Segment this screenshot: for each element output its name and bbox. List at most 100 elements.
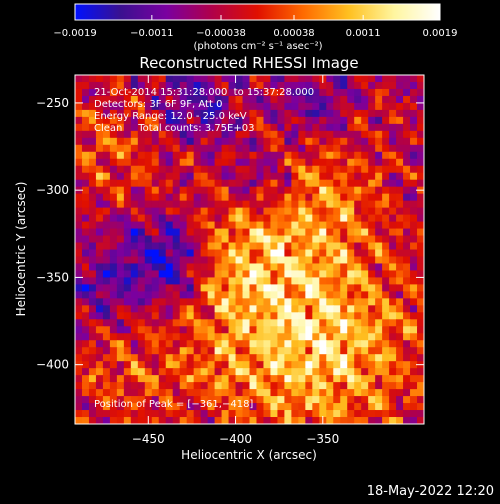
heatmap-cell [200, 256, 209, 265]
heatmap-cell [193, 193, 202, 202]
heatmap-cell [277, 333, 285, 341]
heatmap-cell [375, 81, 383, 90]
heatmap-cell [158, 277, 167, 285]
heatmap-cell [109, 354, 118, 362]
heatmap-cell [340, 109, 348, 118]
heatmap-cell [312, 81, 320, 90]
heatmap-cell [109, 347, 118, 355]
heatmap-cell [102, 270, 111, 279]
heatmap-cell [396, 172, 404, 181]
heatmap-cell [410, 333, 418, 341]
heatmap-cell [403, 102, 411, 111]
heatmap-cell [95, 214, 104, 223]
heatmap-cell [137, 396, 146, 404]
heatmap-cell [179, 214, 188, 223]
heatmap-cell [256, 179, 265, 188]
heatmap-cell [200, 403, 209, 411]
heatmap-cell [172, 375, 181, 383]
heatmap-cell [109, 249, 118, 258]
heatmap-cell [326, 375, 334, 383]
heatmap-cell [410, 375, 418, 383]
heatmap-cell [270, 382, 279, 390]
heatmap-cell [270, 123, 279, 132]
annotation-line: Clean Total counts: 3.75E+03 [94, 123, 254, 134]
heatmap-cell [186, 95, 195, 104]
heatmap-cell [214, 158, 223, 167]
heatmap-cell [95, 403, 104, 411]
heatmap-cell [256, 158, 265, 167]
heatmap-cell [221, 340, 230, 348]
heatmap-cell [151, 130, 160, 139]
heatmap-cell [375, 263, 383, 272]
heatmap-cell [298, 144, 306, 153]
heatmap-cell [284, 221, 292, 230]
heatmap-cell [347, 123, 355, 132]
heatmap-cell [417, 144, 424, 153]
heatmap-cell [389, 207, 397, 216]
heatmap-cell [193, 144, 202, 153]
heatmap-cell [354, 382, 362, 390]
heatmap-cell [221, 144, 230, 153]
heatmap-cell [235, 179, 244, 188]
heatmap-cell [186, 256, 195, 265]
heatmap-cell [131, 424, 139, 432]
heatmap-cell [424, 319, 432, 327]
heatmap-cell [172, 137, 181, 146]
heatmap-cell [228, 123, 237, 132]
heatmap-cell [256, 270, 265, 279]
heatmap-cell [165, 151, 174, 160]
heatmap-cell [151, 347, 160, 355]
heatmap-cell [410, 424, 418, 432]
heatmap-cell [158, 144, 167, 153]
heatmap-cell [151, 228, 160, 237]
heatmap-cell [312, 361, 320, 369]
heatmap-cell [193, 81, 202, 90]
heatmap-cell [249, 256, 258, 265]
heatmap-cell [144, 263, 153, 272]
heatmap-cell [158, 298, 167, 306]
heatmap-cell [151, 235, 160, 244]
heatmap-cell [207, 116, 216, 125]
heatmap-cell [88, 375, 97, 383]
heatmap-cell [319, 277, 327, 285]
heatmap-cell [298, 312, 306, 320]
heatmap-cell [424, 187, 432, 195]
heatmap-cell [263, 221, 272, 230]
heatmap-cell [249, 116, 258, 125]
heatmap-cell [403, 109, 411, 118]
heatmap-cell [228, 291, 237, 299]
heatmap-cell [109, 144, 118, 153]
heatmap-cell [277, 249, 285, 258]
heatmap-cell [291, 424, 299, 432]
heatmap-cell [361, 396, 369, 404]
heatmap-cell [193, 95, 202, 104]
heatmap-cell [144, 312, 153, 320]
heatmap-cell [221, 228, 230, 237]
heatmap-cell [123, 291, 132, 299]
heatmap-cell [221, 256, 230, 265]
heatmap-cell [347, 298, 355, 306]
heatmap-cell [403, 333, 411, 341]
heatmap-cell [81, 396, 90, 404]
heatmap-cell [102, 102, 111, 111]
heatmap-cell [186, 277, 195, 285]
heatmap-cell [312, 340, 320, 348]
heatmap-cell [263, 410, 272, 418]
heatmap-cell [235, 88, 244, 97]
heatmap-cell [95, 382, 104, 390]
heatmap-cell [319, 172, 327, 181]
heatmap-cell [340, 389, 348, 397]
heatmap-cell [375, 242, 383, 251]
heatmap-cell [347, 424, 355, 432]
heatmap-cell [165, 263, 174, 272]
heatmap-cell [137, 382, 146, 390]
heatmap-cell [151, 354, 160, 362]
heatmap-cell [200, 333, 209, 341]
heatmap-cell [193, 382, 202, 390]
heatmap-cell [263, 95, 272, 104]
heatmap-cell [130, 137, 139, 146]
heatmap-cell [165, 291, 174, 299]
heatmap-cell [263, 263, 272, 272]
heatmap-cell [326, 144, 334, 153]
heatmap-cell [389, 75, 397, 83]
